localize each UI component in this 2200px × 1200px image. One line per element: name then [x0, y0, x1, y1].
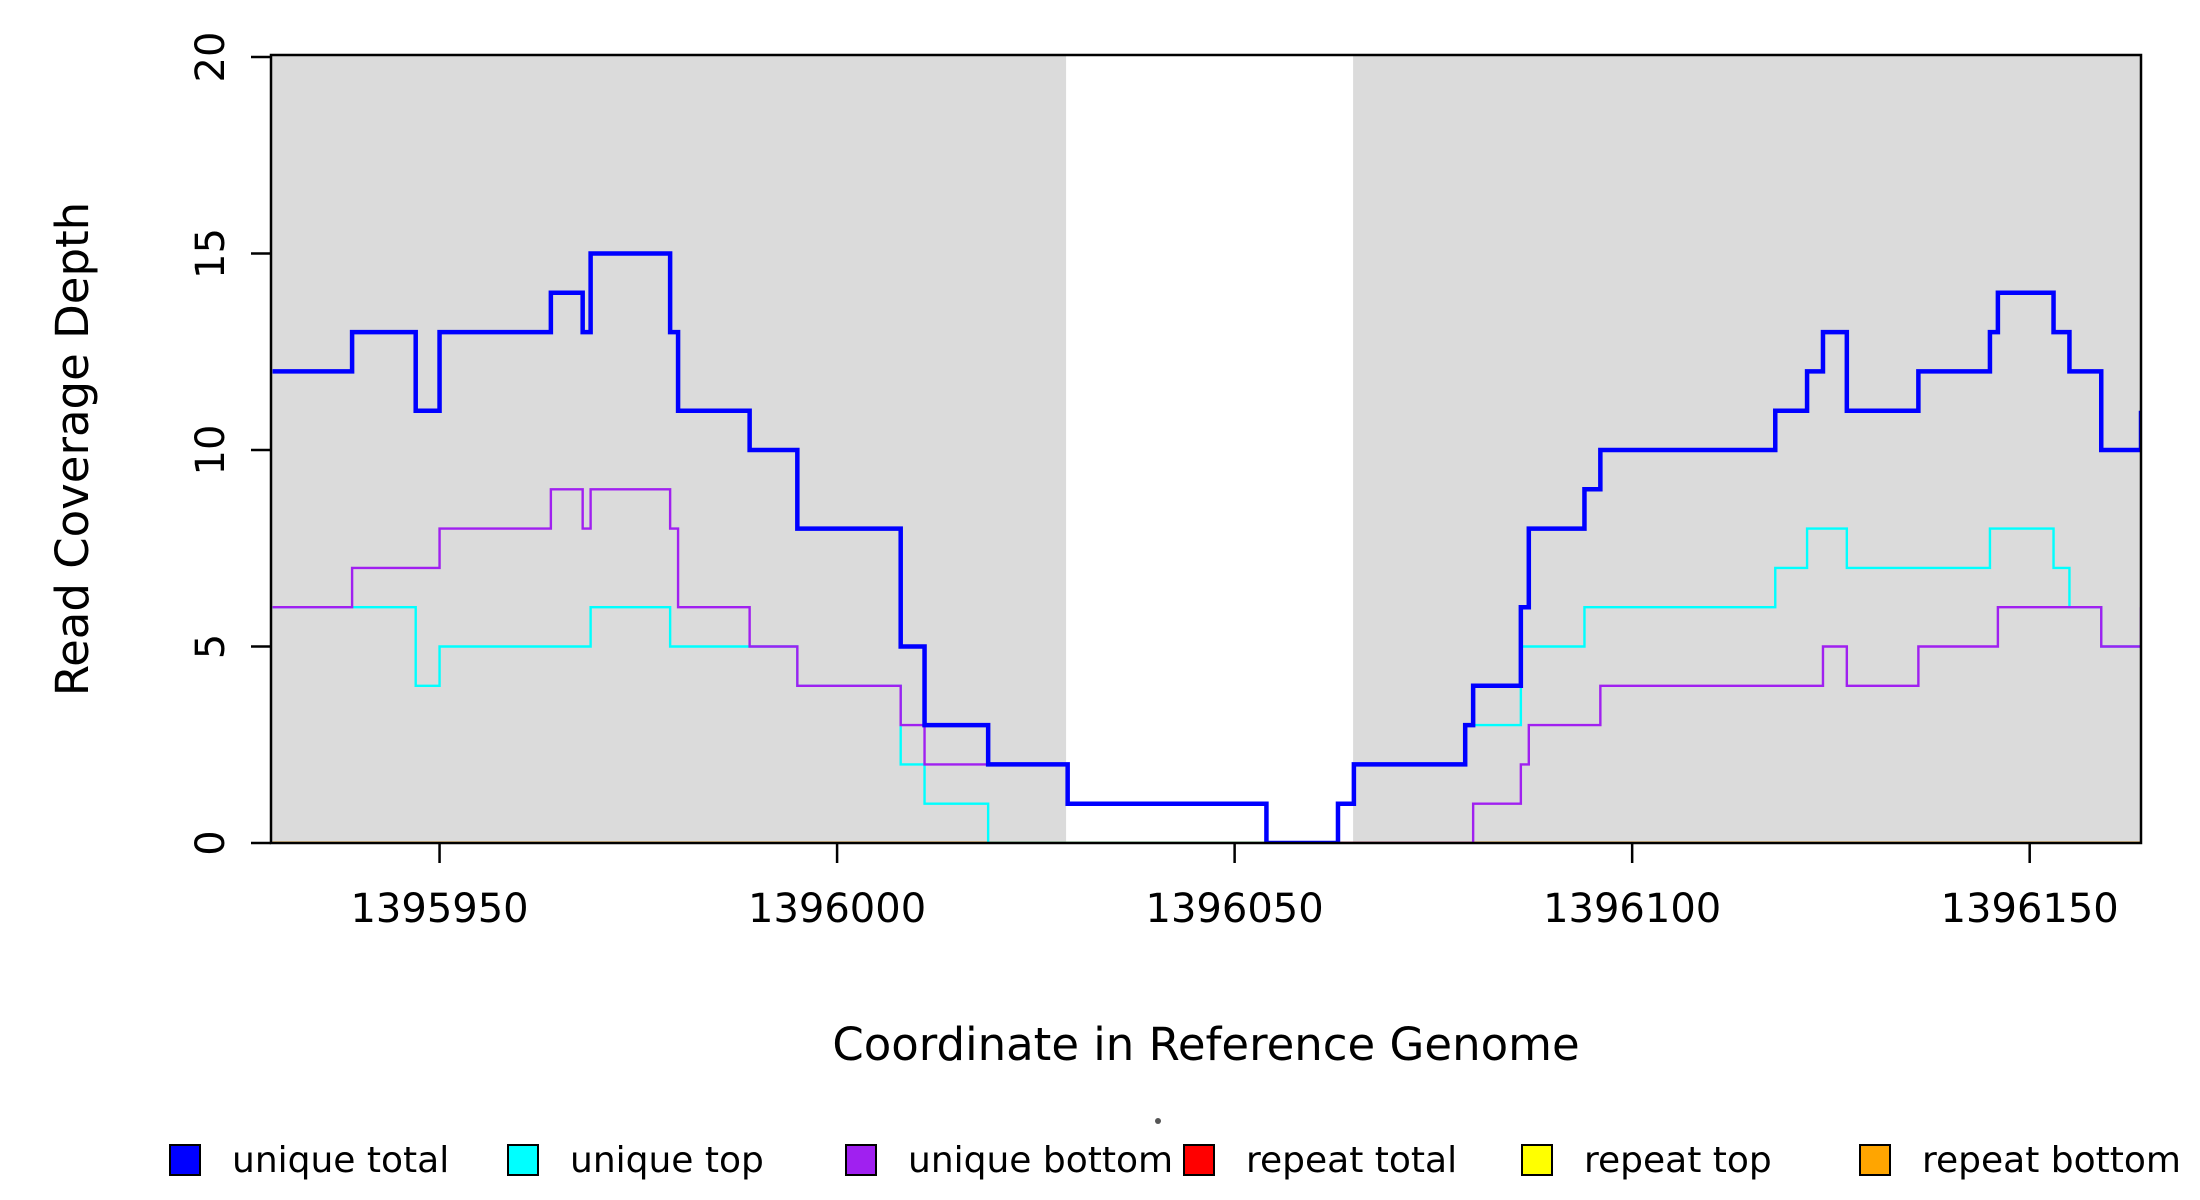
legend-item-unique-bottom: unique bottom	[845, 1140, 1173, 1181]
y-tick-label: 15	[188, 228, 234, 279]
x-tick-label: 1396100	[1543, 886, 1721, 932]
x-axis-ticks: 1395950 1396000 1396050 1396100 1396150	[350, 843, 2119, 932]
series-lines	[272, 251, 2141, 843]
legend-label-unique-total: unique total	[232, 1140, 449, 1181]
x-tick-label: 1396000	[748, 886, 926, 932]
legend-item-unique-total: unique total	[169, 1140, 449, 1181]
legend-label-repeat-top: repeat top	[1584, 1140, 1772, 1181]
y-axis-ticks: 0 5 10 15 20	[188, 32, 271, 856]
y-axis-title: Read Coverage Depth	[46, 202, 99, 696]
legend-item-repeat-total: repeat total	[1183, 1140, 1457, 1181]
legend-swatch-repeat-total	[1183, 1144, 1215, 1176]
legend-label-repeat-total: repeat total	[1246, 1140, 1457, 1181]
x-tick-label: 1396050	[1146, 886, 1324, 932]
x-axis-title: Coordinate in Reference Genome	[832, 1018, 1579, 1071]
legend-swatch-unique-total	[169, 1144, 201, 1176]
legend-label-unique-bottom: unique bottom	[908, 1140, 1173, 1181]
stray-mark	[1155, 1118, 1161, 1124]
y-tick-label: 10	[188, 425, 234, 476]
y-tick-label: 5	[188, 634, 234, 659]
legend-swatch-unique-top	[507, 1144, 539, 1176]
x-tick-label: 1395950	[350, 886, 528, 932]
shaded-regions	[271, 55, 2141, 843]
legend-label-repeat-bottom: repeat bottom	[1922, 1140, 2181, 1181]
legend-swatch-unique-bottom	[845, 1144, 877, 1176]
x-tick-label: 1396150	[1941, 886, 2119, 932]
legend-swatch-repeat-bottom	[1859, 1144, 1891, 1176]
y-tick-label: 20	[188, 32, 234, 83]
legend: unique total unique top unique bottom re…	[169, 1140, 2181, 1181]
legend-item-unique-top: unique top	[507, 1140, 764, 1181]
legend-item-repeat-top: repeat top	[1521, 1140, 1772, 1181]
series-line-unique-total	[272, 251, 2141, 843]
legend-label-unique-top: unique top	[570, 1140, 764, 1181]
y-tick-label: 0	[188, 830, 234, 855]
shaded-region	[271, 55, 1067, 843]
legend-item-repeat-bottom: repeat bottom	[1859, 1140, 2181, 1181]
legend-swatch-repeat-top	[1521, 1144, 1553, 1176]
